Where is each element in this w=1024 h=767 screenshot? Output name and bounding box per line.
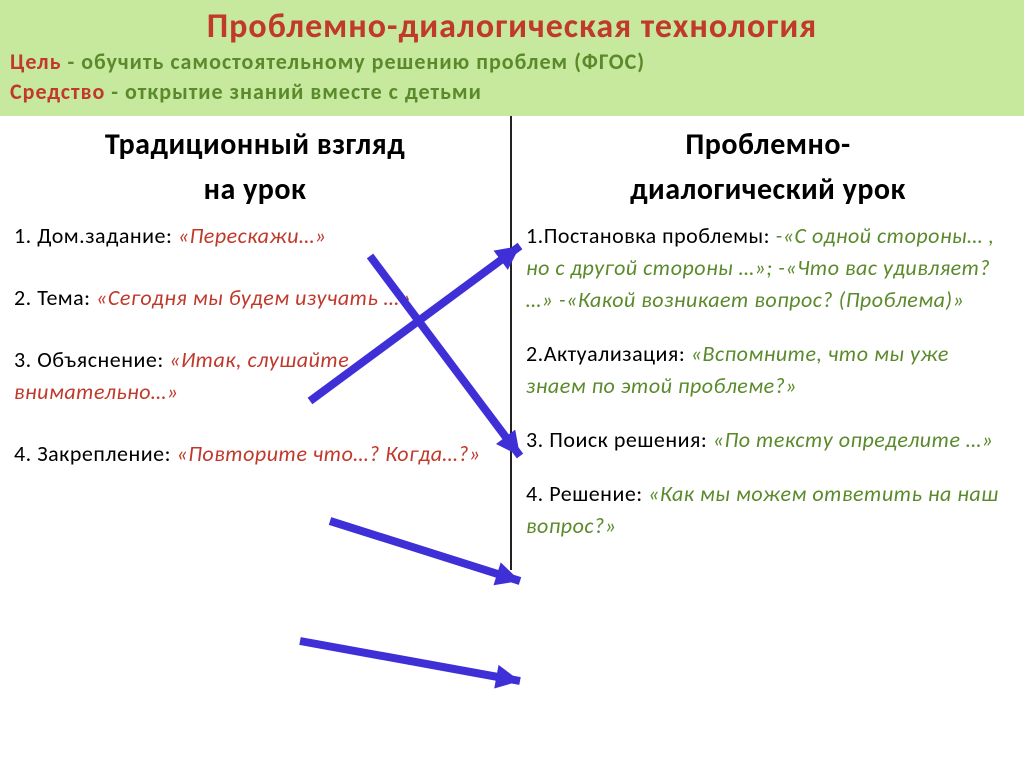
right-item-1-lead: Постановка проблемы: — [544, 222, 770, 249]
right-item-4: 4. Решение: «Как мы можем ответить на на… — [526, 478, 1010, 542]
right-item-2: 2.Актуализация: «Вспомните, что мы уже з… — [526, 338, 1010, 402]
means-text: открытие знаний вместе с детьми — [125, 78, 482, 105]
left-item-2-quote: «Сегодня мы будем изучать …» — [91, 284, 412, 311]
slide-header: Проблемно-диалогическая технология Цель … — [0, 0, 1024, 116]
left-item-4: 4. Закрепление: «Повторите что…? Когда…?… — [14, 438, 496, 470]
left-item-2-num: 2. — [14, 284, 32, 311]
right-item-2-num: 2. — [526, 340, 544, 367]
right-item-3-num: 3. — [526, 426, 544, 453]
right-item-1: 1.Постановка проблемы: -«С одной стороны… — [526, 220, 1010, 316]
right-item-3-quote: «По тексту определите …» — [707, 426, 993, 453]
left-item-3-lead: Объяснение: — [37, 346, 164, 373]
goal-sep: - — [62, 48, 82, 75]
goal-label: Цель — [10, 48, 62, 75]
left-item-4-lead: Закрепление: — [37, 440, 171, 467]
means-line: Средство - открытие знаний вместе с деть… — [10, 77, 1014, 107]
left-heading: Традиционный взгляд на урок — [14, 122, 496, 212]
right-heading-l1: Проблемно- — [526, 122, 1010, 167]
left-item-1-num: 1. — [14, 222, 32, 249]
right-item-3-lead: Поиск решения: — [549, 426, 707, 453]
right-item-2-lead: Актуализация: — [544, 340, 686, 367]
means-label: Средство — [10, 78, 105, 105]
column-problem-dialog: Проблемно- диалогический урок 1.Постанов… — [512, 116, 1024, 569]
left-heading-l1: Традиционный взгляд — [14, 122, 496, 167]
left-item-4-num: 4. — [14, 440, 32, 467]
left-item-1-lead: Дом.задание: — [37, 222, 172, 249]
left-heading-l2: на урок — [14, 167, 496, 212]
columns-container: Традиционный взгляд на урок 1. Дом.задан… — [0, 116, 1024, 569]
left-item-4-quote: «Повторите что…? Когда…?» — [171, 440, 481, 467]
means-sep: - — [105, 78, 125, 105]
left-item-1: 1. Дом.задание: «Перескажи…» — [14, 220, 496, 252]
left-item-2: 2. Тема: «Сегодня мы будем изучать …» — [14, 282, 496, 314]
right-heading-l2: диалогический урок — [526, 167, 1010, 212]
goal-line: Цель - обучить самостоятельному решению … — [10, 47, 1014, 77]
left-item-2-lead: Тема: — [37, 284, 90, 311]
left-item-3-num: 3. — [14, 346, 32, 373]
slide-title: Проблемно-диалогическая технология — [10, 6, 1014, 47]
goal-text: обучить самостоятельному решению проблем… — [81, 48, 645, 75]
left-item-3: 3. Объяснение: «Итак, слушайте вниматель… — [14, 344, 496, 408]
right-heading: Проблемно- диалогический урок — [526, 122, 1010, 212]
right-item-4-lead: Решение: — [549, 480, 642, 507]
right-item-1-num: 1. — [526, 222, 544, 249]
right-item-3: 3. Поиск решения: «По тексту определите … — [526, 424, 1010, 456]
left-item-1-quote: «Перескажи…» — [172, 222, 326, 249]
right-item-4-num: 4. — [526, 480, 544, 507]
column-traditional: Традиционный взгляд на урок 1. Дом.задан… — [0, 116, 512, 569]
